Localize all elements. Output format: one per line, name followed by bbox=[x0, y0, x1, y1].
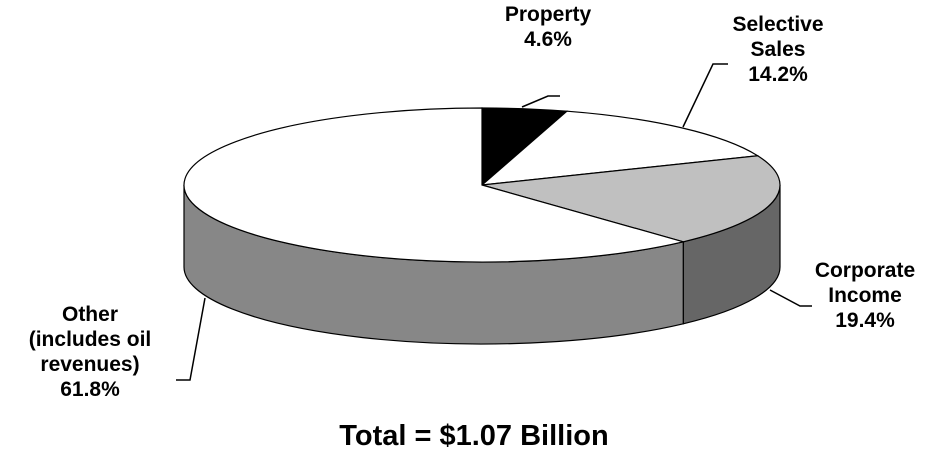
pie-slice bbox=[481, 155, 781, 243]
leader-line bbox=[682, 63, 728, 128]
category-label: Selective Sales bbox=[732, 13, 824, 61]
chart-title: Total = $1.07 Billion bbox=[339, 420, 609, 452]
value-label: 61.8% bbox=[60, 378, 120, 401]
leader-line bbox=[769, 289, 812, 307]
pie-slice bbox=[480, 110, 760, 186]
slice-label: Corporate Income 19.4% bbox=[795, 258, 935, 333]
slice-label: Other (includes oil revenues) 61.8% bbox=[15, 302, 165, 402]
tops bbox=[183, 107, 781, 263]
category-label: Corporate Income bbox=[814, 259, 916, 307]
slice-label: Property 4.6% bbox=[478, 2, 618, 52]
pie-slice bbox=[183, 107, 686, 263]
pie-area bbox=[176, 63, 812, 381]
slice-label: Selective Sales 14.2% bbox=[708, 12, 848, 87]
value-label: 19.4% bbox=[835, 309, 895, 332]
value-label: 4.6% bbox=[524, 28, 572, 51]
value-label: 14.2% bbox=[748, 63, 808, 86]
leader-line bbox=[176, 297, 206, 381]
category-label: Property bbox=[504, 3, 592, 26]
category-label: Other (includes oil revenues) bbox=[28, 303, 152, 376]
leader-line bbox=[521, 95, 560, 108]
